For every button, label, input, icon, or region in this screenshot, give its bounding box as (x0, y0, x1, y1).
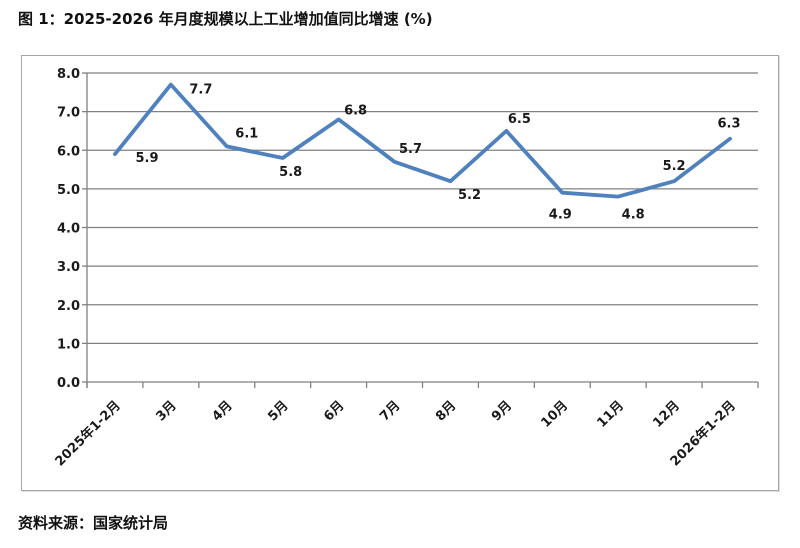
x-tick-label: 4月 (209, 398, 235, 424)
y-tick-label: 5.0 (57, 183, 80, 198)
data-label: 5.9 (135, 151, 158, 166)
x-tick-label: 6月 (321, 398, 347, 424)
y-tick-label: 8.0 (57, 67, 80, 82)
y-tick-label: 0.0 (57, 376, 80, 391)
y-tick-label: 7.0 (57, 106, 80, 121)
series-line (113, 82, 732, 199)
data-label: 5.2 (458, 188, 481, 203)
data-label: 4.8 (622, 208, 645, 223)
y-tick-label: 2.0 (57, 299, 80, 314)
chart-container: 0.0 1.0 2.0 3.0 4.0 5.0 6.0 7.0 8.0 5.9 7.7 6.1 5.8 6… (21, 55, 779, 491)
line-chart: 0.0 1.0 2.0 3.0 4.0 5.0 6.0 7.0 8.0 5.9 7.7 6.1 5.8 6… (52, 67, 759, 470)
y-tick-label: 1.0 (57, 337, 80, 352)
data-label: 6.1 (235, 126, 258, 141)
x-tick-label: 12月 (650, 398, 683, 431)
data-label: 6.8 (344, 103, 367, 118)
x-tick-label: 3月 (154, 398, 180, 424)
data-label: 6.5 (508, 112, 531, 127)
x-tick-label: 9月 (489, 398, 515, 424)
y-tick-label: 6.0 (57, 144, 80, 159)
x-tick-label: 10月 (539, 398, 572, 431)
source-note: 资料来源：国家统计局 (18, 514, 169, 532)
x-tick-label: 11月 (594, 398, 627, 431)
y-tick-label: 3.0 (57, 260, 80, 275)
chart-title: 图 1：2025-2026 年月度规模以上工业增加值同比增速 (%) (18, 10, 433, 28)
x-tick-label: 2025年1-2月 (52, 398, 124, 470)
data-label: 6.3 (717, 117, 740, 132)
y-tick-label: 4.0 (57, 222, 80, 237)
x-tick-label: 5月 (265, 398, 291, 424)
data-label: 5.2 (663, 159, 686, 174)
x-tick-label: 7月 (377, 398, 403, 424)
data-label: 4.9 (549, 208, 572, 223)
data-label: 7.7 (189, 83, 212, 98)
data-label: 5.8 (279, 165, 302, 180)
data-label: 5.7 (399, 142, 422, 157)
x-tick-label: 8月 (433, 398, 459, 424)
